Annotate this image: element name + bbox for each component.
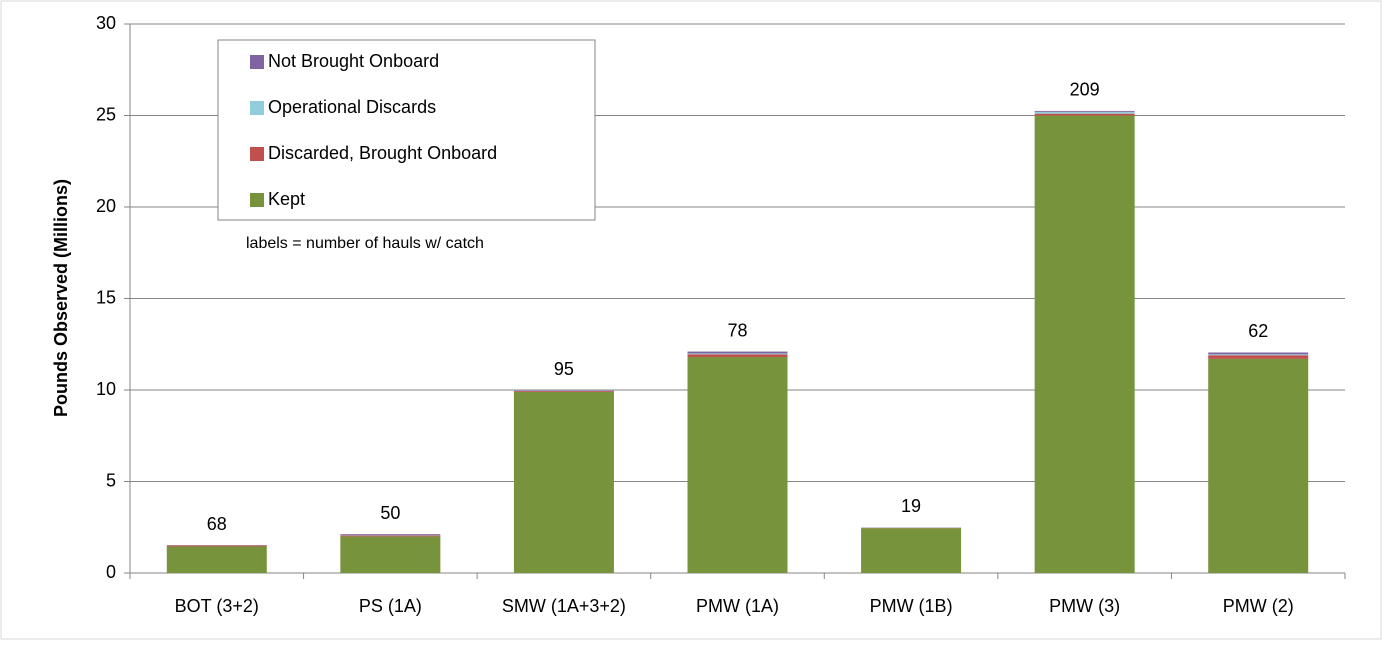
bar-label: 68 (207, 514, 227, 534)
bar-segment (514, 390, 614, 391)
legend-swatch (250, 147, 264, 161)
bar-segment (340, 535, 440, 536)
y-axis-label: Pounds Observed (Millions) (51, 179, 71, 417)
y-tick-label: 25 (96, 104, 116, 124)
legend-swatch (250, 101, 264, 115)
bar-segment (167, 546, 267, 573)
bar-label: 95 (554, 359, 574, 379)
bar-segment (688, 357, 788, 573)
bar-segment (1208, 355, 1308, 359)
x-tick-label: BOT (3+2) (175, 596, 259, 616)
legend-label: Not Brought Onboard (268, 51, 439, 71)
bar-label: 50 (380, 503, 400, 523)
bar-segment (1035, 112, 1135, 114)
bar-segment (1208, 359, 1308, 573)
bar-segment (514, 392, 614, 573)
legend-label: Discarded, Brought Onboard (268, 143, 497, 163)
y-tick-label: 30 (96, 13, 116, 33)
bar-label: 19 (901, 496, 921, 516)
x-tick-label: PMW (3) (1049, 596, 1120, 616)
bar-label: 78 (727, 320, 747, 340)
y-tick-label: 0 (106, 562, 116, 582)
annotation: labels = number of hauls w/ catch (246, 235, 484, 252)
bar-segment (1035, 114, 1135, 116)
legend-swatch (250, 55, 264, 69)
y-tick-label: 15 (96, 287, 116, 307)
bar-segment (167, 546, 267, 547)
bar-segment (1035, 111, 1135, 112)
bar-segment (688, 354, 788, 357)
y-tick-label: 5 (106, 470, 116, 490)
bar-segment (861, 528, 961, 573)
bar-segment (1035, 116, 1135, 574)
x-tick-label: PMW (1A) (696, 596, 779, 616)
bar-segment (514, 391, 614, 392)
legend-swatch (250, 193, 264, 207)
bar-segment (1208, 354, 1308, 355)
bar-segment (688, 352, 788, 354)
x-tick-label: PS (1A) (359, 596, 422, 616)
bar-segment (340, 534, 440, 535)
y-tick-label: 20 (96, 196, 116, 216)
legend-label: Operational Discards (268, 97, 436, 117)
y-tick-label: 10 (96, 379, 116, 399)
legend-label: Kept (268, 189, 305, 209)
bar-label: 62 (1248, 321, 1268, 341)
bar-segment (1208, 352, 1308, 354)
x-tick-label: SMW (1A+3+2) (502, 596, 626, 616)
bar-segment (340, 536, 440, 573)
x-tick-label: PMW (1B) (870, 596, 953, 616)
x-tick-label: PMW (2) (1223, 596, 1294, 616)
bar-segment (688, 353, 788, 354)
bar-label: 209 (1070, 80, 1100, 100)
